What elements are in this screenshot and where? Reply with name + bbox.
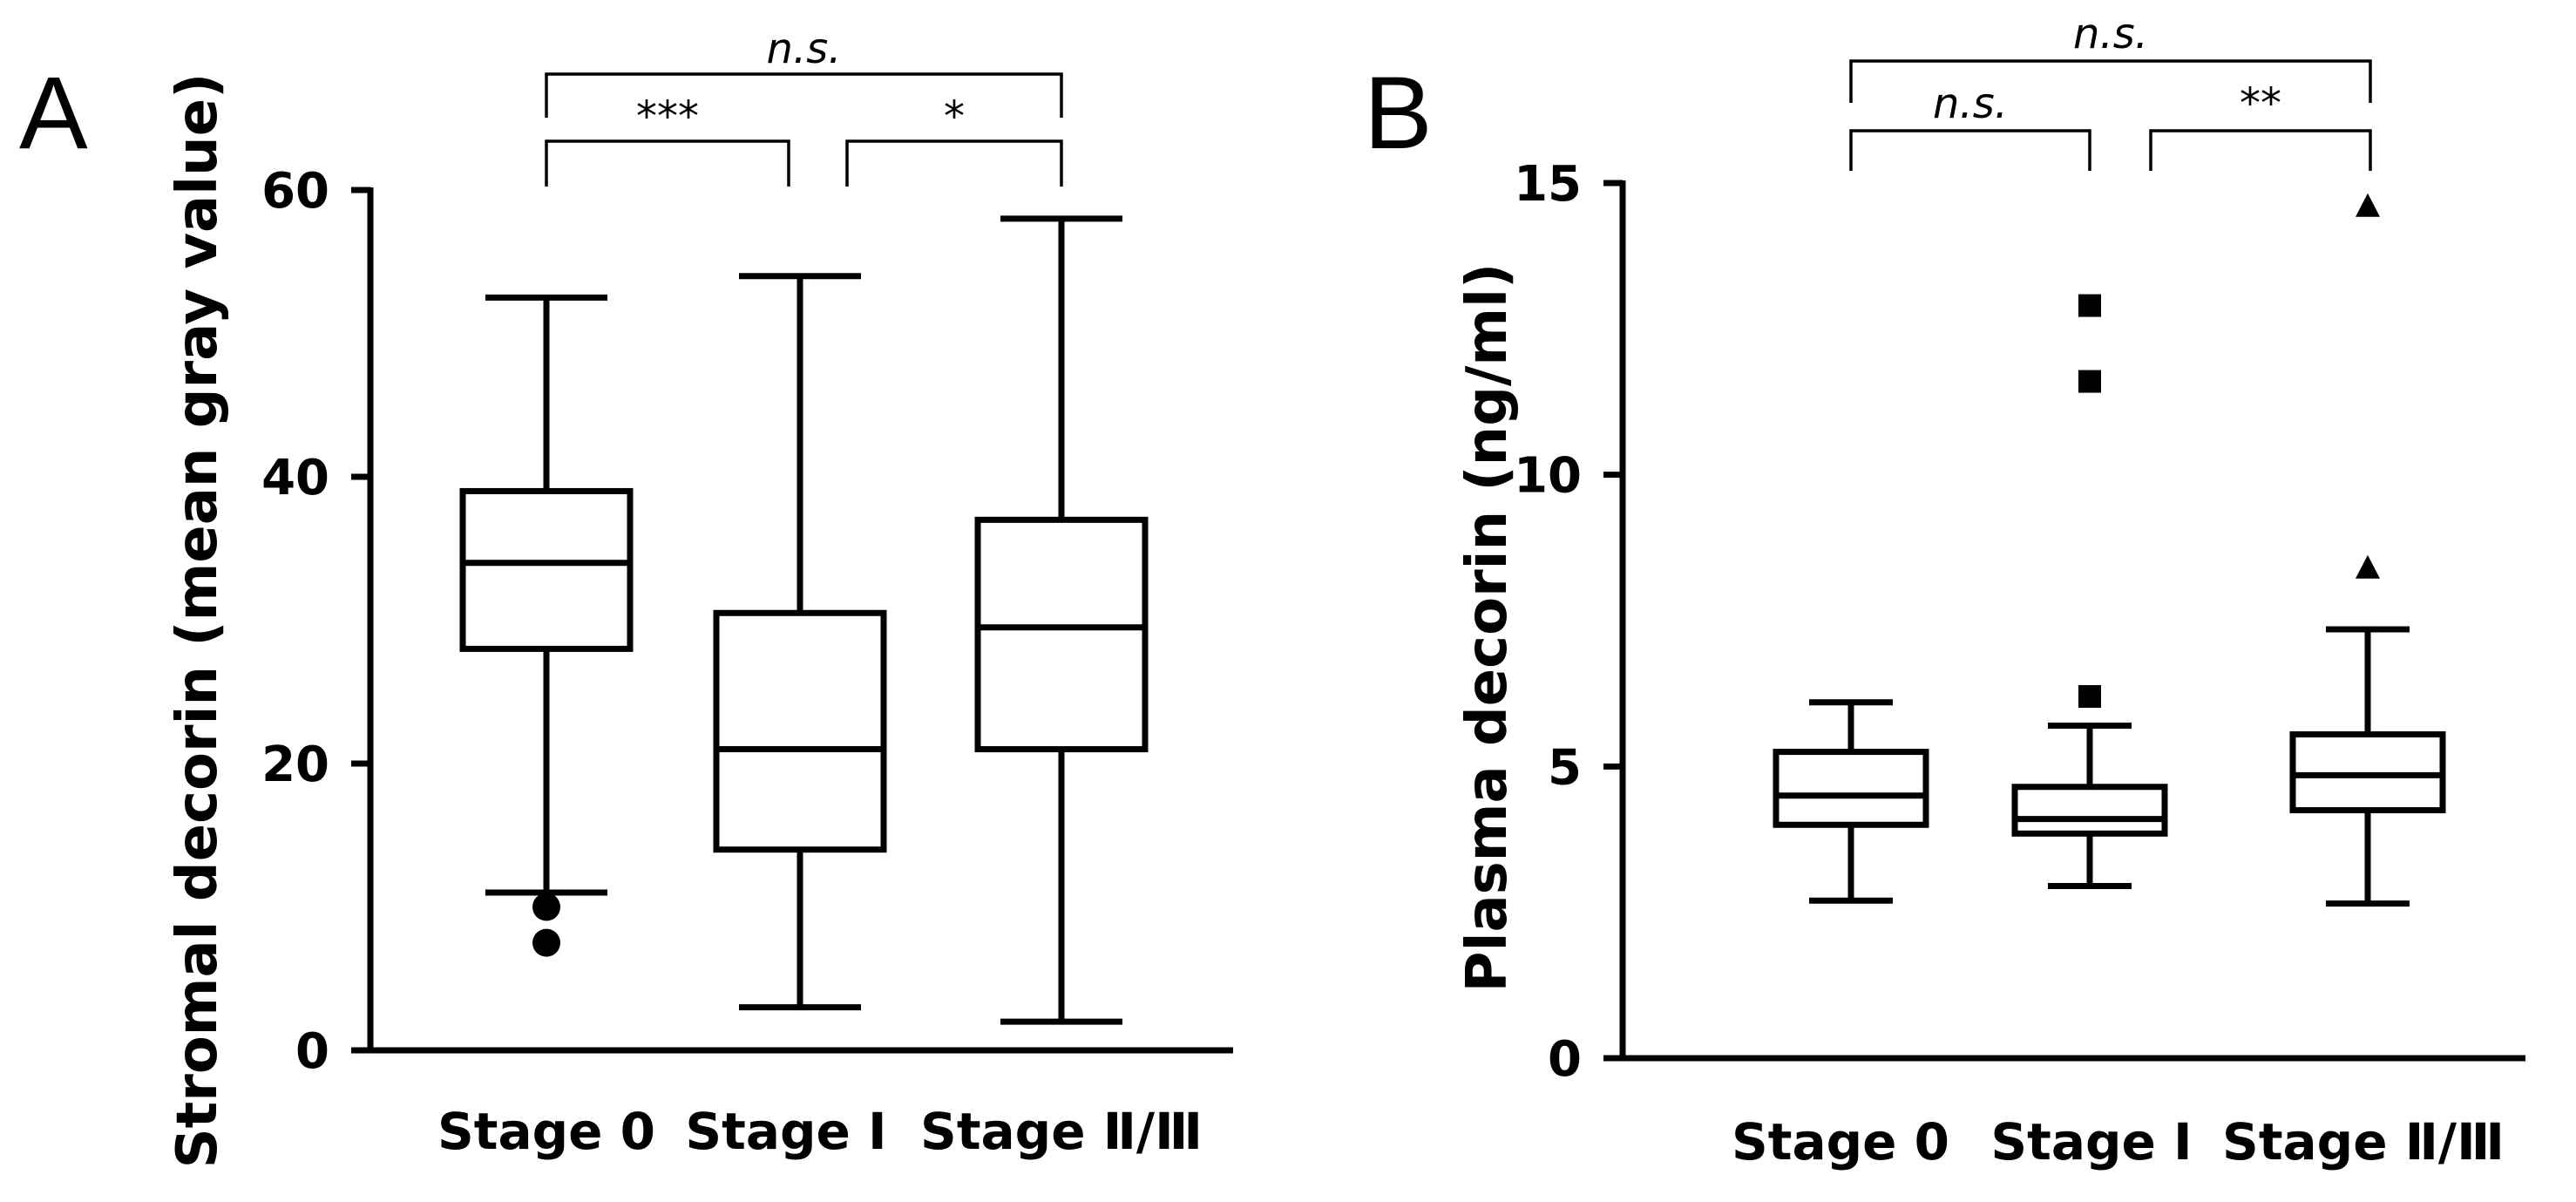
iqr-box (459, 487, 634, 652)
outlier-square (2078, 685, 2101, 709)
y-axis-label: Plasma decorin (ng/ml) (1455, 263, 1520, 993)
category-label: Stage Ⅱ/Ⅲ (920, 1102, 1203, 1161)
box-1 (1773, 699, 1929, 904)
y-tick-label: 15 (1514, 156, 1582, 213)
significance-bracket (1849, 59, 2372, 103)
box-2 (2011, 722, 2168, 890)
category-label: Stage Ⅰ (1990, 1112, 2192, 1171)
outlier-circle (532, 928, 560, 957)
box-2 (713, 273, 887, 1011)
y-tick-label: 0 (295, 1023, 329, 1080)
y-tick-label: 0 (1548, 1031, 1582, 1088)
significance-bracket (1849, 129, 2091, 171)
box-3 (974, 215, 1149, 1025)
significance-label: n.s. (1933, 79, 2008, 128)
significance-label: ** (2240, 79, 2281, 128)
outlier-triangle (2356, 193, 2380, 217)
significance-label: *** (636, 92, 699, 141)
outlier-circle (532, 893, 560, 921)
y-axis-label: Stromal decorin (mean gray value) (166, 73, 230, 1169)
panel-a: A 0 20 40 60 Stromal decorin (mean gray value… (19, 24, 1233, 1168)
panel-letter: B (1364, 56, 1433, 171)
box-3 (2289, 626, 2446, 907)
y-tick-label: 20 (261, 737, 329, 793)
y-tick-label: 10 (1514, 448, 1582, 505)
y-tick-label: 5 (1548, 739, 1582, 796)
box-1 (459, 294, 634, 896)
iqr-box (2011, 784, 2168, 837)
significance-bracket (845, 139, 1063, 187)
y-tick-label: 60 (261, 163, 329, 220)
significance-label: * (944, 92, 965, 141)
significance-bracket (545, 139, 790, 187)
category-label: Stage Ⅱ/Ⅲ (2222, 1112, 2505, 1171)
significance-label: n.s. (2073, 10, 2148, 58)
panel-b: B 0 5 10 15 Plasma decorin (ng/ml) Stage 0 Stag… (1364, 10, 2525, 1171)
significance-bracket (2149, 129, 2372, 171)
significance-label: n.s. (767, 24, 842, 73)
y-tick-label: 40 (261, 450, 329, 506)
significance-bracket (545, 72, 1063, 118)
category-label: Stage 0 (437, 1102, 655, 1161)
category-label: Stage Ⅰ (685, 1102, 886, 1161)
outlier-triangle (2356, 554, 2380, 579)
panel-letter: A (19, 56, 88, 171)
iqr-box (1773, 749, 1929, 828)
category-label: Stage 0 (1732, 1112, 1949, 1171)
outlier-square (2078, 370, 2101, 393)
iqr-box (713, 609, 887, 853)
outlier-square (2078, 294, 2101, 317)
iqr-box (974, 516, 1149, 753)
